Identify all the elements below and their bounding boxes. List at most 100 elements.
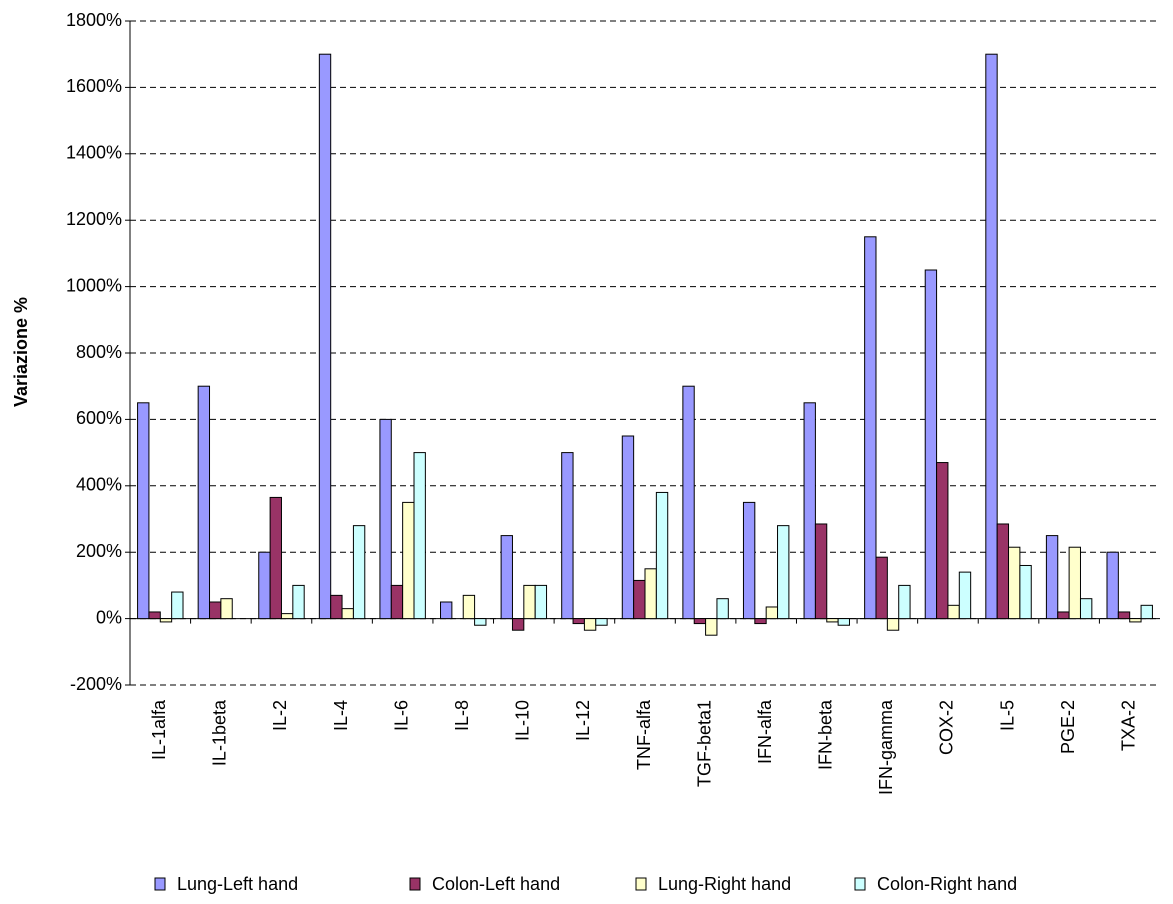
legend-label: Lung-Right hand — [658, 874, 791, 894]
bar — [947, 604, 960, 620]
bar — [936, 462, 949, 620]
bar — [402, 501, 415, 620]
bar — [292, 584, 305, 620]
bar — [1079, 598, 1093, 620]
bar — [534, 584, 548, 620]
bar — [826, 618, 839, 623]
bar — [500, 535, 513, 620]
bar — [1117, 611, 1131, 620]
bar — [716, 598, 729, 620]
bar — [462, 594, 476, 620]
bar — [474, 618, 487, 626]
bar — [258, 551, 271, 620]
bar — [886, 618, 900, 631]
x-tick-label: IFN-alfa — [755, 699, 775, 764]
bar — [197, 385, 211, 620]
x-tick-label: TXA-2 — [1118, 700, 1138, 751]
bar — [390, 584, 404, 620]
y-tick-label: 600% — [76, 408, 122, 428]
bar — [644, 568, 657, 620]
bar — [1140, 604, 1153, 620]
x-tick-label: IFN-gamma — [876, 699, 896, 795]
bar — [1008, 546, 1021, 620]
y-tick-label: 1200% — [66, 209, 122, 229]
legend-swatch — [409, 877, 421, 891]
bar — [1129, 618, 1142, 623]
x-tick-label: IL-4 — [331, 700, 351, 731]
bar — [633, 579, 646, 620]
bar — [523, 584, 536, 620]
bar — [754, 618, 767, 625]
bar — [837, 618, 850, 626]
x-tick-label: TNF-alfa — [634, 699, 654, 770]
legend-swatch — [635, 877, 647, 891]
legend-swatch — [854, 877, 866, 891]
bar — [924, 269, 938, 620]
bar — [864, 236, 877, 620]
bar — [1019, 564, 1032, 620]
bar — [875, 556, 888, 620]
y-tick-label: 400% — [76, 475, 122, 495]
bar — [742, 501, 756, 620]
x-tick-label: PGE-2 — [1058, 700, 1078, 754]
x-tick-label: IL-10 — [513, 700, 533, 741]
bar — [898, 584, 911, 620]
bar — [440, 601, 453, 620]
x-tick-label: TGF-beta1 — [694, 700, 714, 787]
bar — [693, 618, 707, 625]
bar — [137, 402, 150, 620]
legend-swatch — [154, 877, 166, 891]
bar — [413, 452, 426, 620]
bar — [655, 491, 669, 620]
bar — [148, 611, 161, 620]
bar — [682, 385, 695, 620]
bar — [561, 452, 574, 620]
bar — [595, 618, 608, 626]
x-tick-label: IL-1alfa — [149, 699, 169, 760]
x-tick-label: IL-12 — [573, 700, 593, 741]
y-tick-label: 0% — [96, 607, 122, 627]
bar — [341, 608, 354, 620]
bar — [511, 618, 525, 631]
legend-label: Lung-Left hand — [177, 874, 298, 894]
y-tick-label: 200% — [76, 541, 122, 561]
bar — [621, 435, 635, 620]
bar — [159, 618, 173, 623]
bar — [572, 618, 585, 625]
bar — [814, 523, 828, 620]
bar — [171, 591, 184, 620]
bar — [330, 594, 343, 620]
bar — [1106, 551, 1119, 620]
bar — [1068, 546, 1081, 620]
x-tick-label: IL-6 — [391, 700, 411, 731]
x-tick-label: IFN-beta — [816, 699, 836, 770]
legend-label: Colon-Left hand — [432, 874, 560, 894]
bar — [705, 618, 718, 636]
bar — [318, 53, 332, 620]
bar — [269, 496, 282, 620]
y-tick-label: -200% — [70, 674, 122, 694]
bar — [220, 598, 233, 620]
bar — [765, 606, 779, 620]
x-tick-label: IL-1beta — [210, 699, 230, 766]
bar — [996, 523, 1010, 620]
y-tick-label: 1000% — [66, 275, 122, 295]
x-tick-label: IL-2 — [270, 700, 290, 731]
bar — [280, 613, 294, 620]
bar — [352, 525, 366, 620]
bar — [583, 618, 597, 631]
x-tick-label: IL-8 — [452, 700, 472, 731]
x-tick-label: IL-5 — [997, 700, 1017, 731]
y-tick-label: 1600% — [66, 76, 122, 96]
legend-label: Colon-Right hand — [877, 874, 1017, 894]
bar — [777, 525, 790, 620]
bar — [379, 418, 392, 620]
bar — [1057, 611, 1070, 620]
bar — [985, 53, 998, 620]
bar — [209, 601, 222, 620]
y-tick-label: 800% — [76, 342, 122, 362]
bar — [803, 402, 816, 620]
bar — [958, 571, 972, 620]
bar — [1045, 535, 1059, 620]
